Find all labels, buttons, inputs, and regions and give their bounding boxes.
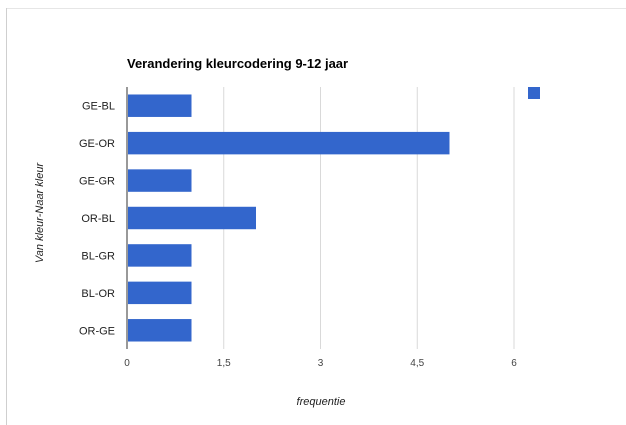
x-tick-label: 6 xyxy=(511,358,517,369)
category-label: GE-GR xyxy=(79,176,115,188)
x-axis-title: frequentie xyxy=(297,396,346,408)
x-tick-label: 0 xyxy=(124,358,130,369)
bar-or-bl xyxy=(128,206,256,230)
tick-labels: 0 1,5 3 4,5 6 xyxy=(124,358,517,369)
bar-ge-or xyxy=(128,131,450,155)
frame-border-left xyxy=(6,8,7,425)
frame-border-top xyxy=(6,8,626,9)
category-labels: GE-BL GE-OR GE-GR OR-BL BL-GR BL-OR OR-GE xyxy=(79,101,115,338)
bar-or-ge xyxy=(128,319,192,342)
legend-swatch xyxy=(528,87,540,99)
bar-ge-bl xyxy=(128,94,192,117)
category-label: GE-OR xyxy=(79,138,115,150)
bar-ge-gr xyxy=(128,169,192,192)
bar-bl-or xyxy=(128,281,192,305)
category-label: BL-OR xyxy=(81,288,115,300)
x-tick-label: 4,5 xyxy=(410,358,424,369)
bar-bl-gr xyxy=(128,244,192,267)
chart-title: Verandering kleurcodering 9-12 jaar xyxy=(127,56,348,71)
x-tick-label: 1,5 xyxy=(217,358,231,369)
category-label: GE-BL xyxy=(82,101,115,113)
x-tick-label: 3 xyxy=(318,358,324,369)
bars xyxy=(128,94,450,342)
y-axis-title: Van kleur-Naar kleur xyxy=(34,162,46,264)
category-label: OR-GE xyxy=(79,325,115,337)
category-label: BL-GR xyxy=(81,250,115,262)
category-label: OR-BL xyxy=(81,213,115,225)
